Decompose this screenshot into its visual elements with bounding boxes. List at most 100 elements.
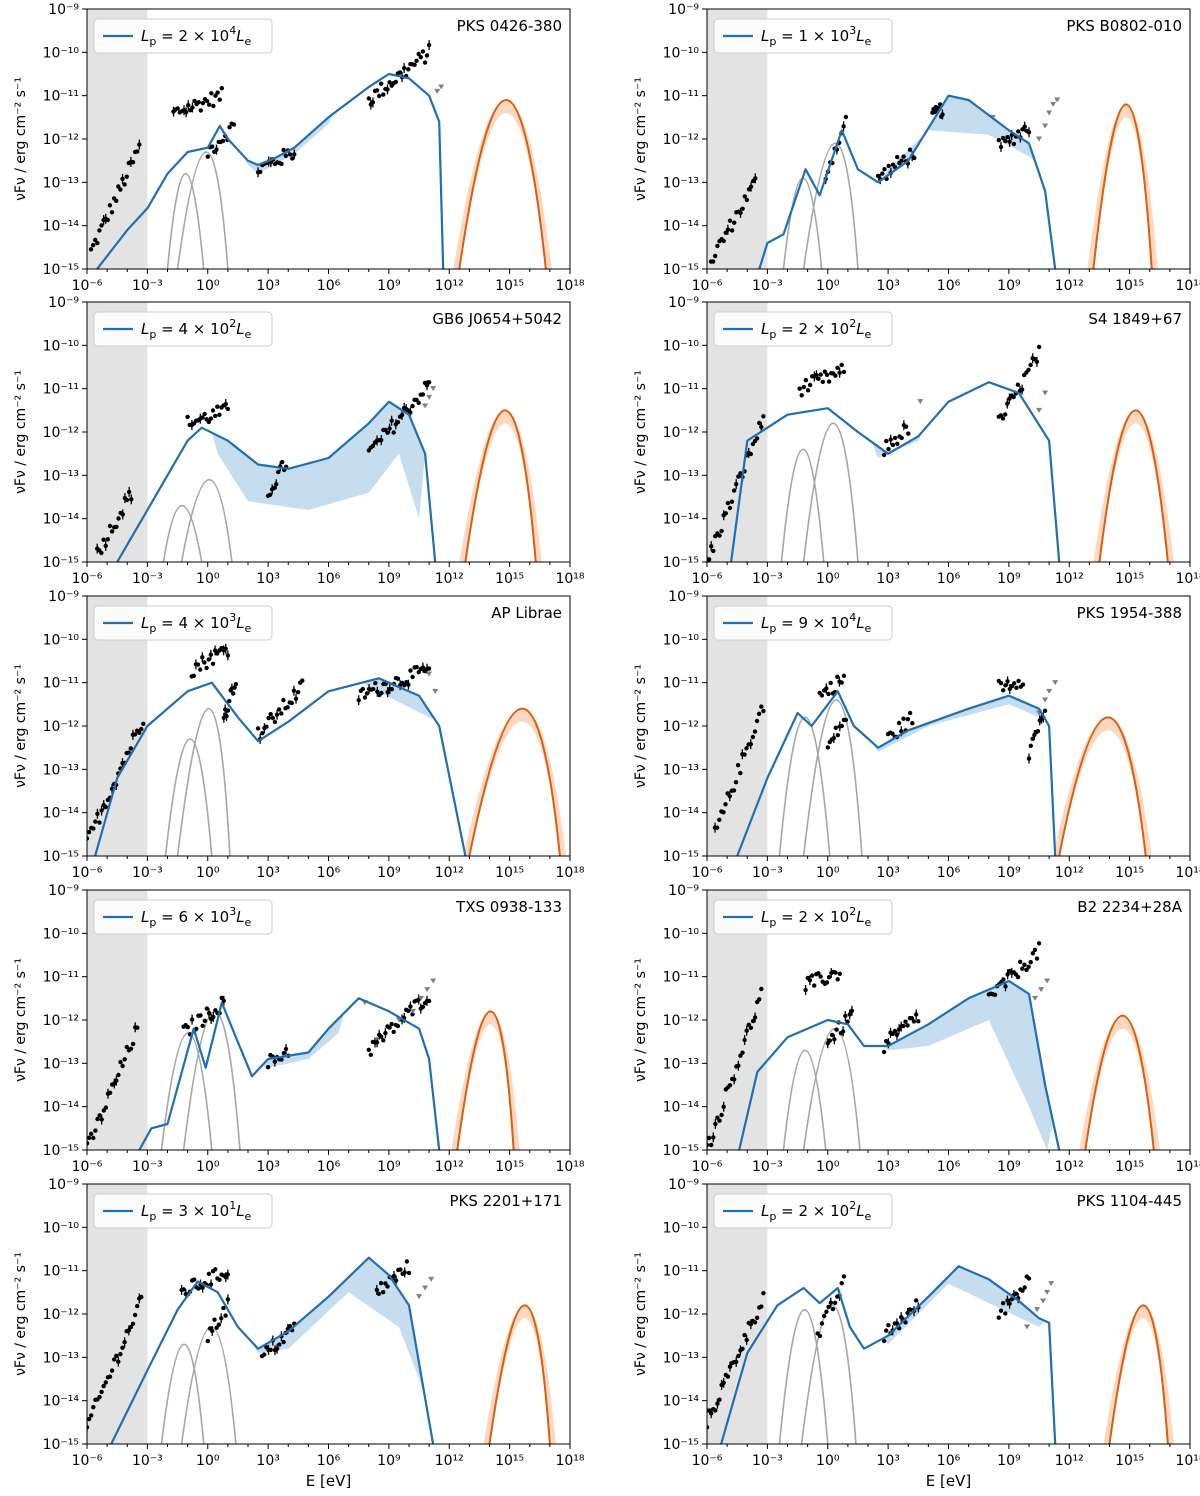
legend-label: Lp = 2 × 102Le <box>761 317 872 341</box>
data-point <box>912 155 917 161</box>
data-point <box>1014 685 1019 690</box>
upper-limit-marker <box>1052 680 1059 686</box>
data-point <box>426 666 432 671</box>
x-tick-label: 10⁻³ <box>752 1159 783 1175</box>
data-point <box>116 516 121 521</box>
y-tick-label: 10⁻¹⁰ <box>43 926 80 942</box>
legend-label: Lp = 9 × 104Le <box>761 611 872 635</box>
data-point <box>412 62 417 67</box>
data-point <box>398 1267 403 1272</box>
data-point <box>1007 1301 1012 1306</box>
data-point <box>426 998 432 1004</box>
data-point <box>757 997 762 1002</box>
data-point <box>1020 1288 1025 1293</box>
data-point <box>97 1113 102 1118</box>
data-point <box>200 415 205 420</box>
x-tick-label: 10³ <box>256 571 279 587</box>
data-point <box>205 154 210 159</box>
upper-limit-marker <box>438 84 445 90</box>
y-tick-label: 10⁻⁹ <box>668 2 699 18</box>
data-point <box>103 804 109 810</box>
data-point <box>103 1105 109 1110</box>
data-point <box>803 378 809 383</box>
y-tick-label: 10⁻¹² <box>43 1013 79 1029</box>
x-tick-label: 10¹² <box>1055 571 1084 587</box>
data-point <box>845 1019 850 1024</box>
legend-label: Lp = 1 × 103Le <box>761 24 872 48</box>
y-tick-label: 10⁻¹¹ <box>43 970 79 986</box>
data-point <box>998 1308 1004 1313</box>
data-point <box>892 1028 897 1034</box>
data-point <box>90 242 96 248</box>
data-point <box>225 406 231 412</box>
data-point <box>262 1352 267 1357</box>
data-point <box>260 731 265 736</box>
model-uncertainty-band <box>242 112 335 174</box>
data-point <box>93 1128 98 1133</box>
data-point <box>725 500 731 506</box>
data-point <box>277 1342 282 1347</box>
upper-limit-marker <box>1048 1281 1055 1287</box>
data-point <box>899 729 904 734</box>
data-point <box>204 1006 210 1011</box>
data-point <box>742 752 747 757</box>
data-point <box>206 657 211 662</box>
data-point <box>426 42 432 48</box>
data-point <box>835 977 840 982</box>
x-tick-label: 10¹⁸ <box>555 865 584 881</box>
component-curve <box>164 738 213 856</box>
x-tick-label: 10⁰ <box>196 865 220 881</box>
data-point <box>1000 1301 1006 1306</box>
data-point <box>99 1389 104 1395</box>
data-point <box>224 713 229 719</box>
legend-label: Lp = 3 × 101Le <box>141 1199 252 1223</box>
x-tick-label: 10⁶ <box>317 1159 341 1175</box>
data-point <box>223 1313 228 1318</box>
neutrino-band <box>1053 717 1152 856</box>
y-tick-label: 10⁻¹³ <box>663 1350 699 1366</box>
x-tick-label: 10⁻⁶ <box>72 571 103 587</box>
data-point <box>190 105 195 110</box>
data-point <box>225 708 231 713</box>
data-point <box>196 1286 201 1291</box>
y-tick-label: 10⁻¹⁰ <box>43 45 80 61</box>
data-point <box>721 810 726 815</box>
x-tick-label: 10¹² <box>435 278 464 294</box>
y-tick-label: 10⁻⁹ <box>48 1177 79 1193</box>
data-point <box>128 746 133 751</box>
legend-label: Lp = 4 × 102Le <box>141 317 252 341</box>
data-point <box>1022 1285 1027 1290</box>
data-point <box>192 1277 197 1282</box>
data-point <box>905 717 911 722</box>
data-point <box>139 1294 144 1300</box>
upper-limit-marker <box>422 403 429 409</box>
data-point <box>270 715 275 721</box>
data-point <box>385 87 390 92</box>
data-point <box>274 482 279 487</box>
data-point <box>839 723 844 729</box>
component-curve <box>176 708 231 856</box>
legend-box <box>93 311 273 347</box>
panel-title: PKS 0426-380 <box>457 17 562 35</box>
data-point <box>202 660 207 665</box>
data-point <box>886 163 891 169</box>
data-point <box>729 499 735 504</box>
y-tick-label: 10⁻¹³ <box>43 1056 79 1072</box>
data-point <box>1005 679 1010 684</box>
data-point <box>293 696 299 701</box>
neutrino-band <box>453 100 552 269</box>
data-point <box>843 717 849 723</box>
x-tick-label: 10¹⁵ <box>495 865 524 881</box>
data-point <box>996 1315 1001 1320</box>
model-curve <box>736 690 1057 856</box>
data-point <box>221 998 226 1003</box>
y-tick-label: 10⁻⁹ <box>48 883 79 899</box>
data-point <box>916 1019 921 1024</box>
data-point <box>711 548 716 554</box>
data-point <box>192 98 197 104</box>
data-point <box>733 780 739 785</box>
data-point <box>258 169 263 175</box>
x-tick-label: 10⁹ <box>377 1159 401 1175</box>
data-point <box>416 400 421 405</box>
data-point <box>280 459 285 465</box>
